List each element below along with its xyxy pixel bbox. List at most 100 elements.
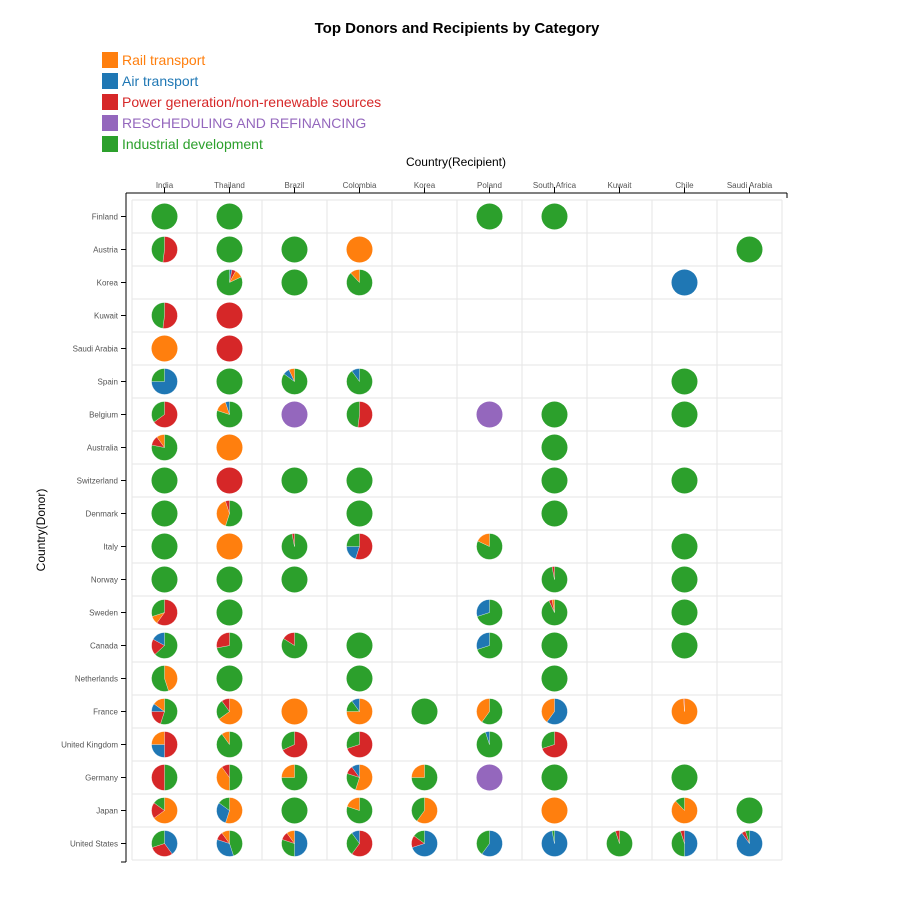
pie-slice	[229, 764, 243, 791]
pie-slice	[216, 599, 243, 626]
legend: Rail transport Air transport Power gener…	[102, 49, 381, 154]
pie-slice	[216, 269, 243, 296]
pie-slice	[346, 797, 360, 811]
pie-slice	[151, 744, 165, 758]
pie-slice	[216, 839, 234, 857]
pie-slice	[162, 302, 178, 329]
pie-slice	[411, 698, 438, 725]
pie-slice	[476, 632, 490, 650]
pie-slice	[151, 599, 165, 617]
pie-slice	[541, 731, 555, 749]
pie-slice	[216, 434, 243, 461]
pie-slice	[153, 401, 178, 428]
pie-slice	[151, 665, 169, 692]
pie-slice	[476, 401, 503, 428]
pie-slice	[351, 830, 373, 857]
pie-slice	[671, 830, 685, 857]
legend-swatch	[102, 72, 118, 89]
pie-slice	[151, 203, 178, 230]
pie-slice	[216, 302, 243, 329]
pie-slice	[541, 401, 568, 428]
y-tick-label: Sweden	[89, 609, 118, 618]
pie-slice	[281, 236, 308, 263]
legend-label: Air transport	[122, 72, 199, 89]
pie-slice	[346, 731, 360, 749]
legend-swatch	[102, 135, 118, 152]
pie-slice	[351, 698, 360, 712]
x-tick-label: Brazil	[284, 181, 304, 190]
pie-slice	[151, 368, 165, 382]
pie-slice	[671, 566, 698, 593]
y-tick-label: Korea	[97, 279, 119, 288]
pie-slice	[154, 632, 178, 659]
pie-slice	[225, 797, 243, 824]
pie-slice	[218, 797, 230, 811]
pie-slice	[151, 401, 165, 423]
y-tick-label: United Kingdom	[61, 741, 118, 750]
pie-slice	[151, 830, 165, 848]
pie-slice	[294, 830, 308, 857]
legend-item[interactable]: Air transport	[102, 70, 381, 91]
y-tick-label: Finland	[92, 213, 118, 222]
pie-slice	[671, 467, 698, 494]
pie-slice	[216, 236, 243, 263]
legend-item[interactable]: Power generation/non-renewable sources	[102, 91, 381, 112]
y-tick-label: Kuwait	[94, 312, 119, 321]
pie-slice	[151, 500, 178, 527]
pie-slice	[281, 698, 308, 725]
y-tick-label: United States	[70, 840, 118, 849]
x-tick-label: India	[156, 181, 174, 190]
pie-slice	[221, 830, 230, 844]
pie-slice	[546, 698, 568, 725]
pie-slice	[736, 236, 763, 263]
pie-slice	[216, 203, 243, 230]
pie-slice	[346, 731, 373, 758]
x-tick-label: Saudi Arabia	[727, 181, 773, 190]
pie-slice	[745, 830, 750, 844]
pie-slice	[615, 830, 620, 844]
pie-slice	[476, 698, 490, 723]
pie-slice	[225, 500, 230, 514]
y-tick-label: France	[93, 708, 118, 717]
pie-slice	[156, 599, 178, 626]
pie-slice	[476, 830, 490, 855]
x-tick-label: Chile	[675, 181, 694, 190]
pie-slice	[541, 500, 568, 527]
pie-slice	[350, 269, 360, 283]
pie-slice	[411, 797, 425, 822]
pie-slice	[736, 797, 763, 824]
pie-slice	[216, 533, 243, 560]
pie-slice	[416, 797, 438, 824]
pie-slice	[218, 698, 243, 725]
legend-swatch	[102, 51, 118, 68]
pie-slice	[152, 632, 165, 646]
pie-slice	[216, 467, 243, 494]
pie-slice	[476, 632, 503, 659]
pie-slice	[411, 830, 438, 857]
pie-slice	[151, 335, 178, 362]
pie-slice	[476, 599, 503, 626]
pie-slice	[153, 797, 178, 824]
pie-slice	[216, 632, 230, 649]
pie-slice	[541, 797, 568, 824]
legend-item[interactable]: RESCHEDULING AND REFINANCING	[102, 112, 381, 133]
pie-slice	[151, 302, 165, 329]
pie-slice	[680, 830, 685, 844]
pie-slice	[355, 764, 373, 791]
pie-slice	[221, 764, 230, 778]
pie-slice	[221, 698, 230, 712]
pie-slice	[671, 764, 698, 791]
pie-slice	[216, 665, 243, 692]
y-tick-label: Austria	[93, 246, 118, 255]
legend-item[interactable]: Rail transport	[102, 49, 381, 70]
y-tick-label: Germany	[85, 774, 118, 783]
pie-slice	[225, 401, 230, 415]
legend-item[interactable]: Industrial development	[102, 133, 381, 154]
legend-label: Rail transport	[122, 51, 206, 68]
pie-slice	[151, 764, 165, 791]
pie-slice	[281, 269, 308, 296]
pie-slice	[164, 731, 178, 758]
pie-slice	[541, 434, 568, 461]
